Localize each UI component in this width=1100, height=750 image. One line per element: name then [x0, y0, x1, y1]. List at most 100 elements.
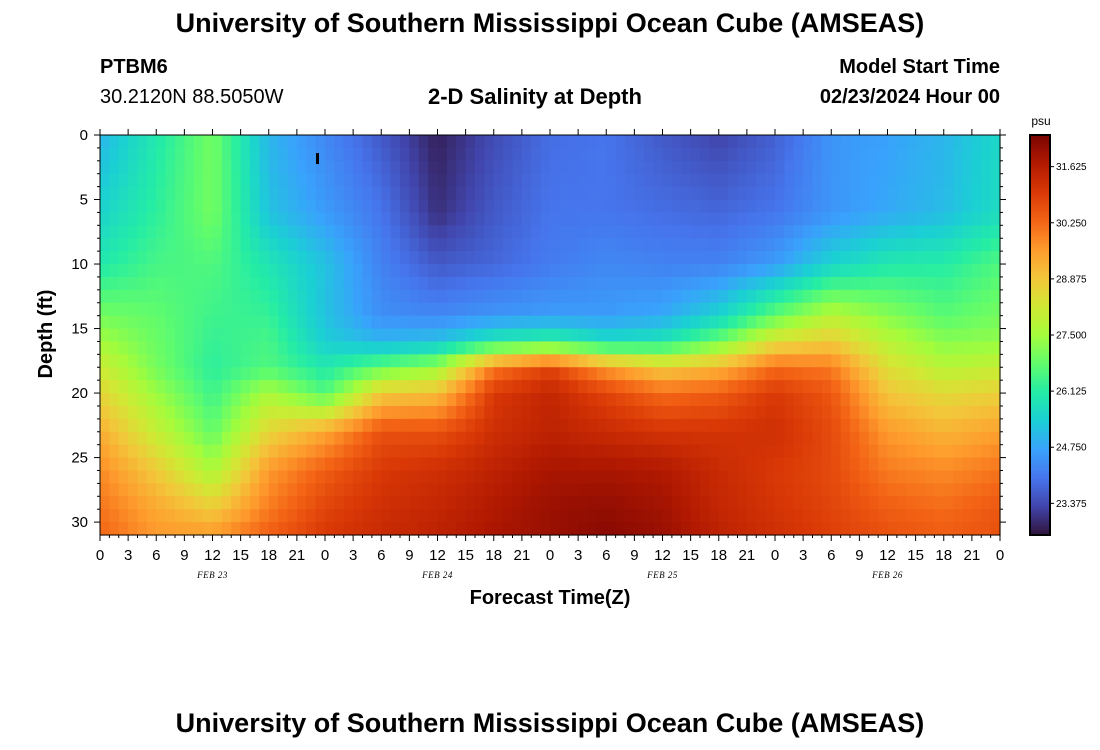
colorbar-label: 31.625: [1056, 162, 1087, 173]
heatmap-cell: [409, 328, 420, 343]
heatmap-cell: [643, 457, 654, 472]
heatmap-cell: [381, 380, 392, 394]
heatmap-cell: [596, 238, 607, 252]
heatmap-cell: [868, 444, 879, 459]
heatmap-cell: [728, 483, 739, 497]
x-tick-label: 3: [349, 547, 357, 564]
heatmap-cell: [540, 199, 551, 214]
heatmap-cell: [165, 289, 176, 304]
heatmap-cell: [634, 418, 645, 433]
heatmap-cell: [268, 147, 279, 162]
heatmap-cell: [681, 522, 692, 536]
heatmap-cell: [278, 302, 289, 317]
heatmap-cell: [465, 444, 476, 459]
heatmap-cell: [259, 328, 270, 343]
heatmap-cell: [165, 276, 176, 291]
heatmap-cell: [371, 367, 382, 381]
heatmap-cell: [184, 276, 195, 291]
heatmap-cell: [240, 457, 251, 472]
heatmap-cell: [784, 341, 795, 355]
heatmap-cell: [465, 380, 476, 394]
heatmap-cell: [568, 328, 579, 343]
heatmap-cell: [400, 509, 410, 523]
heatmap-cell: [662, 483, 673, 497]
heatmap-cell: [681, 276, 692, 291]
heatmap-cell: [981, 405, 992, 420]
heatmap-cell: [596, 225, 607, 239]
heatmap-cell: [325, 225, 335, 239]
heatmap-cell: [887, 147, 898, 162]
heatmap-cell: [493, 186, 504, 201]
heatmap-cell: [250, 238, 260, 252]
heatmap-cell: [606, 509, 617, 523]
heatmap-cell: [915, 457, 926, 472]
heatmap-cell: [296, 341, 307, 355]
heatmap-cell: [203, 264, 214, 278]
heatmap-cell: [784, 470, 795, 484]
heatmap-cell: [484, 418, 495, 433]
heatmap-cell: [746, 496, 757, 510]
heatmap-cell: [728, 354, 739, 368]
heatmap-cell: [278, 509, 289, 523]
heatmap-cell: [681, 509, 692, 523]
heatmap-cell: [128, 328, 139, 343]
heatmap-cell: [400, 393, 410, 407]
x-tick-label: 9: [855, 547, 863, 564]
heatmap-cell: [334, 251, 345, 265]
heatmap-cell: [390, 380, 401, 394]
heatmap-cell: [231, 470, 242, 484]
heatmap-cell: [156, 315, 167, 330]
heatmap-cell: [146, 354, 157, 368]
heatmap-cell: [971, 509, 982, 523]
heatmap-cell: [606, 186, 617, 201]
heatmap-cell: [446, 276, 457, 291]
heatmap-cell: [118, 380, 129, 394]
heatmap-cell: [671, 315, 682, 330]
colorbar-label: 24.750: [1056, 443, 1087, 454]
heatmap-cell: [643, 341, 654, 355]
heatmap-cell: [578, 328, 589, 343]
heatmap-cell: [428, 380, 439, 394]
heatmap-cell: [221, 238, 232, 252]
heatmap-cell: [278, 405, 289, 420]
heatmap-cell: [409, 160, 420, 175]
heatmap-cell: [671, 147, 682, 162]
heatmap-cell: [475, 276, 485, 291]
heatmap-cell: [775, 135, 785, 149]
heatmap-cell: [521, 522, 532, 536]
heatmap-cell: [606, 160, 617, 175]
heatmap-cell: [184, 302, 195, 317]
heatmap-cell: [512, 289, 523, 304]
heatmap-cell: [343, 328, 354, 343]
heatmap-cell: [100, 431, 110, 446]
heatmap-cell: [503, 328, 514, 343]
heatmap-cell: [831, 289, 842, 304]
heatmap-cell: [765, 522, 776, 536]
heatmap-cell: [353, 238, 364, 252]
date-label: FEB 25: [646, 570, 678, 580]
heatmap-cell: [203, 496, 214, 510]
heatmap-cell: [259, 457, 270, 472]
heatmap-cell: [915, 302, 926, 317]
x-tick-label: 6: [377, 547, 385, 564]
heatmap-cell: [737, 147, 748, 162]
heatmap-cell: [615, 315, 626, 330]
heatmap-cell: [700, 212, 710, 226]
heatmap-cell: [784, 173, 795, 188]
heatmap-cell: [165, 186, 176, 201]
heatmap-cell: [165, 225, 176, 239]
heatmap-cell: [540, 160, 551, 175]
heatmap-cell: [531, 186, 542, 201]
heatmap-cell: [596, 251, 607, 265]
heatmap-cell: [634, 147, 645, 162]
heatmap-cell: [596, 496, 607, 510]
heatmap-cell: [709, 315, 720, 330]
heatmap-cell: [100, 393, 110, 407]
heatmap-cell: [587, 470, 598, 484]
heatmap-cell: [353, 483, 364, 497]
heatmap-cell: [831, 522, 842, 536]
heatmap-cell: [456, 147, 467, 162]
heatmap-cell: [934, 199, 945, 214]
heatmap-cell: [653, 212, 664, 226]
heatmap-cell: [325, 457, 335, 472]
